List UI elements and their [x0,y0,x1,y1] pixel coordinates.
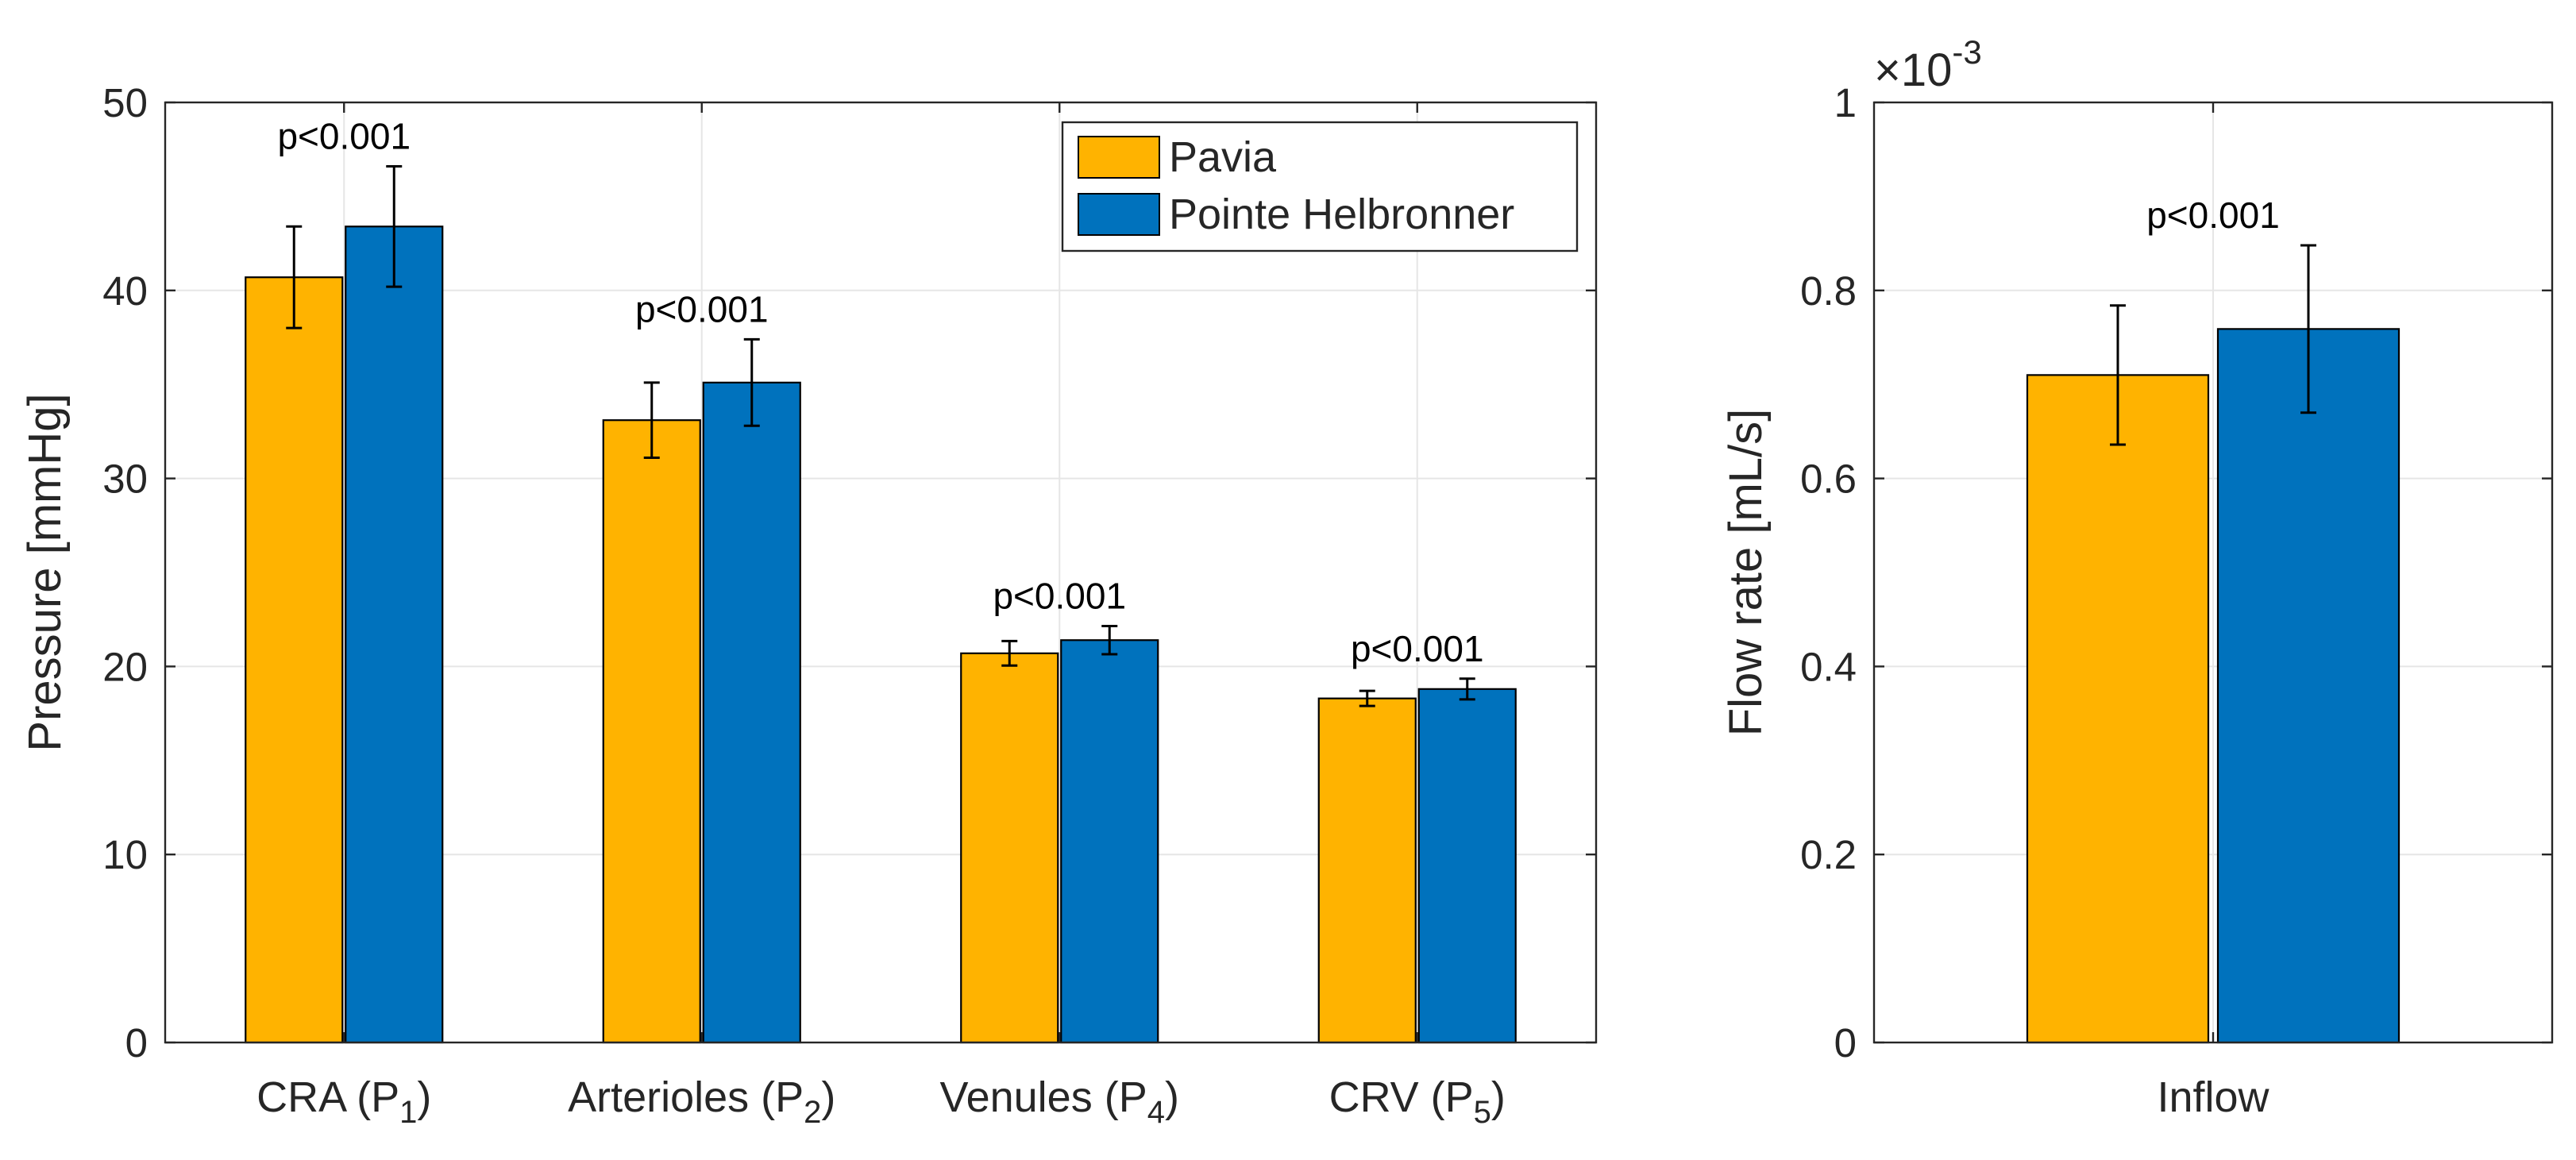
p-value-annotation: p<0.001 [1351,628,1484,669]
x-tick-label: Arterioles (P2) [568,1073,835,1130]
bar [960,652,1059,1044]
legend-swatch [1078,193,1160,236]
bar [602,419,701,1044]
legend-label: Pavia [1169,133,1277,181]
axis-exponent: ×10-3 [1874,33,1982,96]
pressure-chart: p<0.001 p<0.001 p<0.001 p<0.001 0 10 20 30 40 50 C… [19,80,1598,1130]
y-tick-label: 40 [102,268,148,314]
p-value-annotation: p<0.001 [277,116,411,157]
bar [1060,639,1159,1044]
x-tick-label: Inflow [2157,1073,2269,1121]
legend-label: Pointe Helbronner [1169,191,1514,238]
y-tick-label: 0.8 [1800,268,1857,314]
axes-frame [164,101,1598,1044]
p-value-annotation: p<0.001 [993,575,1126,616]
y-tick-label: 20 [102,644,148,689]
flow-rate-chart: p<0.001 0 0.2 0.4 0.6 0.8 1 Inflow Flow rate [mL… [1720,33,2554,1121]
bar [345,225,444,1044]
y-tick-label: 0.2 [1800,832,1857,877]
legend: Pavia Pointe Helbronner [1061,121,1579,252]
x-tick-label: CRA (P1) [256,1073,431,1130]
y-axis-label: Flow rate [mL/s] [1720,409,1772,737]
bar [702,381,801,1044]
legend-swatch [1078,136,1160,179]
y-tick-label: 0.4 [1800,644,1857,689]
x-tick-label: Venules (P4) [940,1073,1179,1130]
y-tick-label: 30 [102,457,148,502]
y-tick-label: 50 [102,80,148,125]
y-tick-label: 10 [102,832,148,877]
p-value-annotation: p<0.001 [2146,195,2280,236]
bar [1417,688,1517,1044]
p-value-annotation: p<0.001 [635,288,769,330]
y-tick-label: 0 [1834,1020,1857,1066]
bar [245,276,344,1044]
y-tick-label: 1 [1834,80,1857,125]
y-tick-label: 0 [125,1020,148,1066]
bar [1317,697,1417,1044]
x-tick-label: CRV (P5) [1329,1073,1506,1130]
bar [2216,328,2401,1044]
bar [2026,374,2210,1044]
y-tick-label: 0.6 [1800,457,1857,502]
y-axis-label: Pressure [mmHg] [19,393,71,751]
